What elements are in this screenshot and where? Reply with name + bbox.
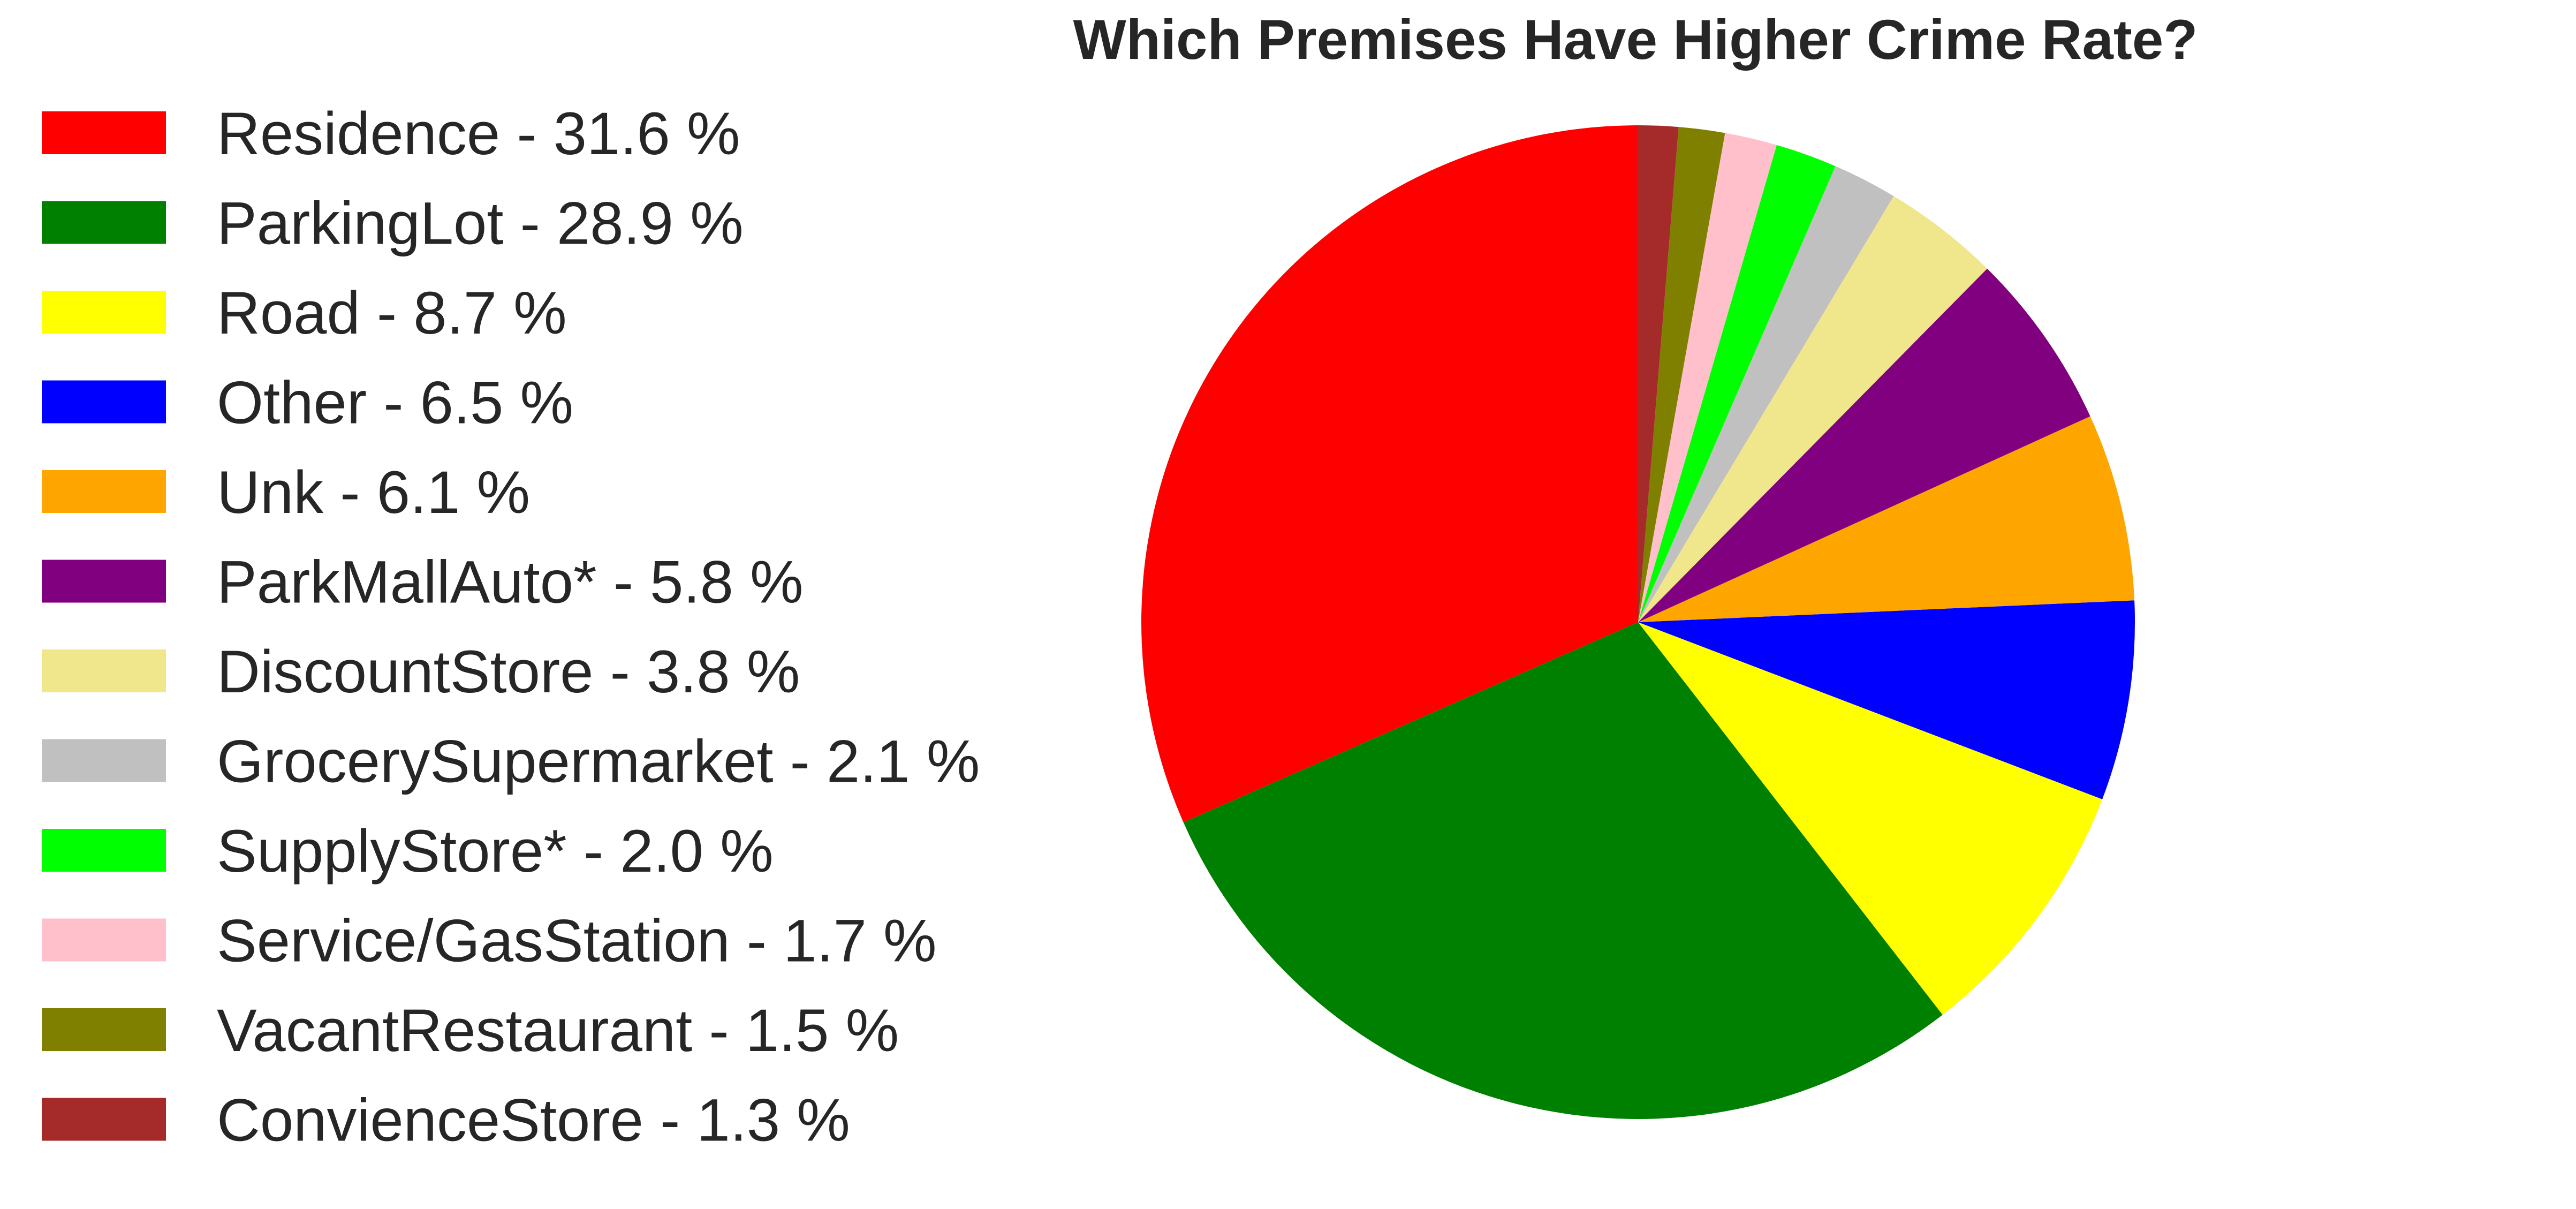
pie-slice-discountstore bbox=[1638, 196, 1988, 623]
legend-item-unk: Unk - 6.1 % bbox=[42, 459, 530, 526]
legend: Residence - 31.6 % ParkingLot - 28.9 % Roa… bbox=[42, 100, 980, 1154]
legend-label: GrocerySupermarket - 2.1 % bbox=[217, 728, 980, 795]
pie-slice-other bbox=[1638, 600, 2135, 799]
pie-slice-parkinglot bbox=[1183, 622, 1943, 1119]
pie-slice-unk bbox=[1638, 416, 2135, 622]
pie-slice-road bbox=[1638, 622, 2103, 1015]
legend-swatch bbox=[42, 1098, 166, 1141]
legend-item-supplystore: SupplyStore* - 2.0 % bbox=[42, 818, 774, 885]
legend-swatch bbox=[42, 739, 166, 782]
legend-swatch bbox=[42, 291, 166, 334]
legend-swatch bbox=[42, 918, 166, 962]
pie bbox=[1141, 125, 2135, 1119]
legend-label: VacantRestaurant - 1.5 % bbox=[217, 997, 899, 1064]
legend-swatch bbox=[42, 649, 166, 692]
pie-slice-vacantrestaurant bbox=[1638, 127, 1725, 623]
legend-item-conviencestore: ConvienceStore - 1.3 % bbox=[42, 1087, 850, 1154]
legend-label: Service/GasStation - 1.7 % bbox=[217, 908, 937, 974]
pie-slice-grocerysupermarket bbox=[1638, 166, 1894, 622]
pie-slice-service-gasstation bbox=[1638, 133, 1777, 622]
pie-slice-conviencestore bbox=[1638, 125, 1679, 622]
legend-item-other: Other - 6.5 % bbox=[42, 369, 573, 436]
legend-label: Residence - 31.6 % bbox=[217, 100, 740, 167]
legend-swatch bbox=[42, 560, 166, 603]
legend-label: SupplyStore* - 2.0 % bbox=[217, 818, 774, 885]
legend-swatch bbox=[42, 1008, 166, 1051]
legend-item-service-gasstation: Service/GasStation - 1.7 % bbox=[42, 908, 937, 974]
legend-label: ConvienceStore - 1.3 % bbox=[217, 1087, 850, 1154]
legend-swatch bbox=[42, 380, 166, 424]
legend-item-residence: Residence - 31.6 % bbox=[42, 100, 740, 167]
legend-swatch bbox=[42, 470, 166, 513]
pie-slice-supplystore bbox=[1638, 145, 1836, 623]
legend-swatch bbox=[42, 201, 166, 244]
pie-slice-residence bbox=[1141, 125, 1638, 822]
legend-label: Other - 6.5 % bbox=[217, 369, 573, 436]
legend-item-vacantrestaurant: VacantRestaurant - 1.5 % bbox=[42, 997, 899, 1064]
legend-item-parkmallauto: ParkMallAuto* - 5.8 % bbox=[42, 549, 804, 616]
legend-item-parkinglot: ParkingLot - 28.9 % bbox=[42, 190, 744, 257]
legend-label: Road - 8.7 % bbox=[217, 279, 567, 346]
legend-item-road: Road - 8.7 % bbox=[42, 279, 567, 346]
legend-label: DiscountStore - 3.8 % bbox=[217, 638, 800, 705]
chart-title: Which Premises Have Higher Crime Rate? bbox=[1073, 9, 2198, 71]
legend-swatch bbox=[42, 829, 166, 872]
legend-label: Unk - 6.1 % bbox=[217, 459, 530, 526]
legend-item-grocerysupermarket: GrocerySupermarket - 2.1 % bbox=[42, 728, 980, 795]
legend-label: ParkingLot - 28.9 % bbox=[217, 190, 744, 257]
legend-item-discountstore: DiscountStore - 3.8 % bbox=[42, 638, 800, 705]
pie-slice-parkmallauto bbox=[1638, 268, 2090, 622]
legend-label: ParkMallAuto* - 5.8 % bbox=[217, 549, 804, 616]
legend-swatch bbox=[42, 111, 166, 154]
